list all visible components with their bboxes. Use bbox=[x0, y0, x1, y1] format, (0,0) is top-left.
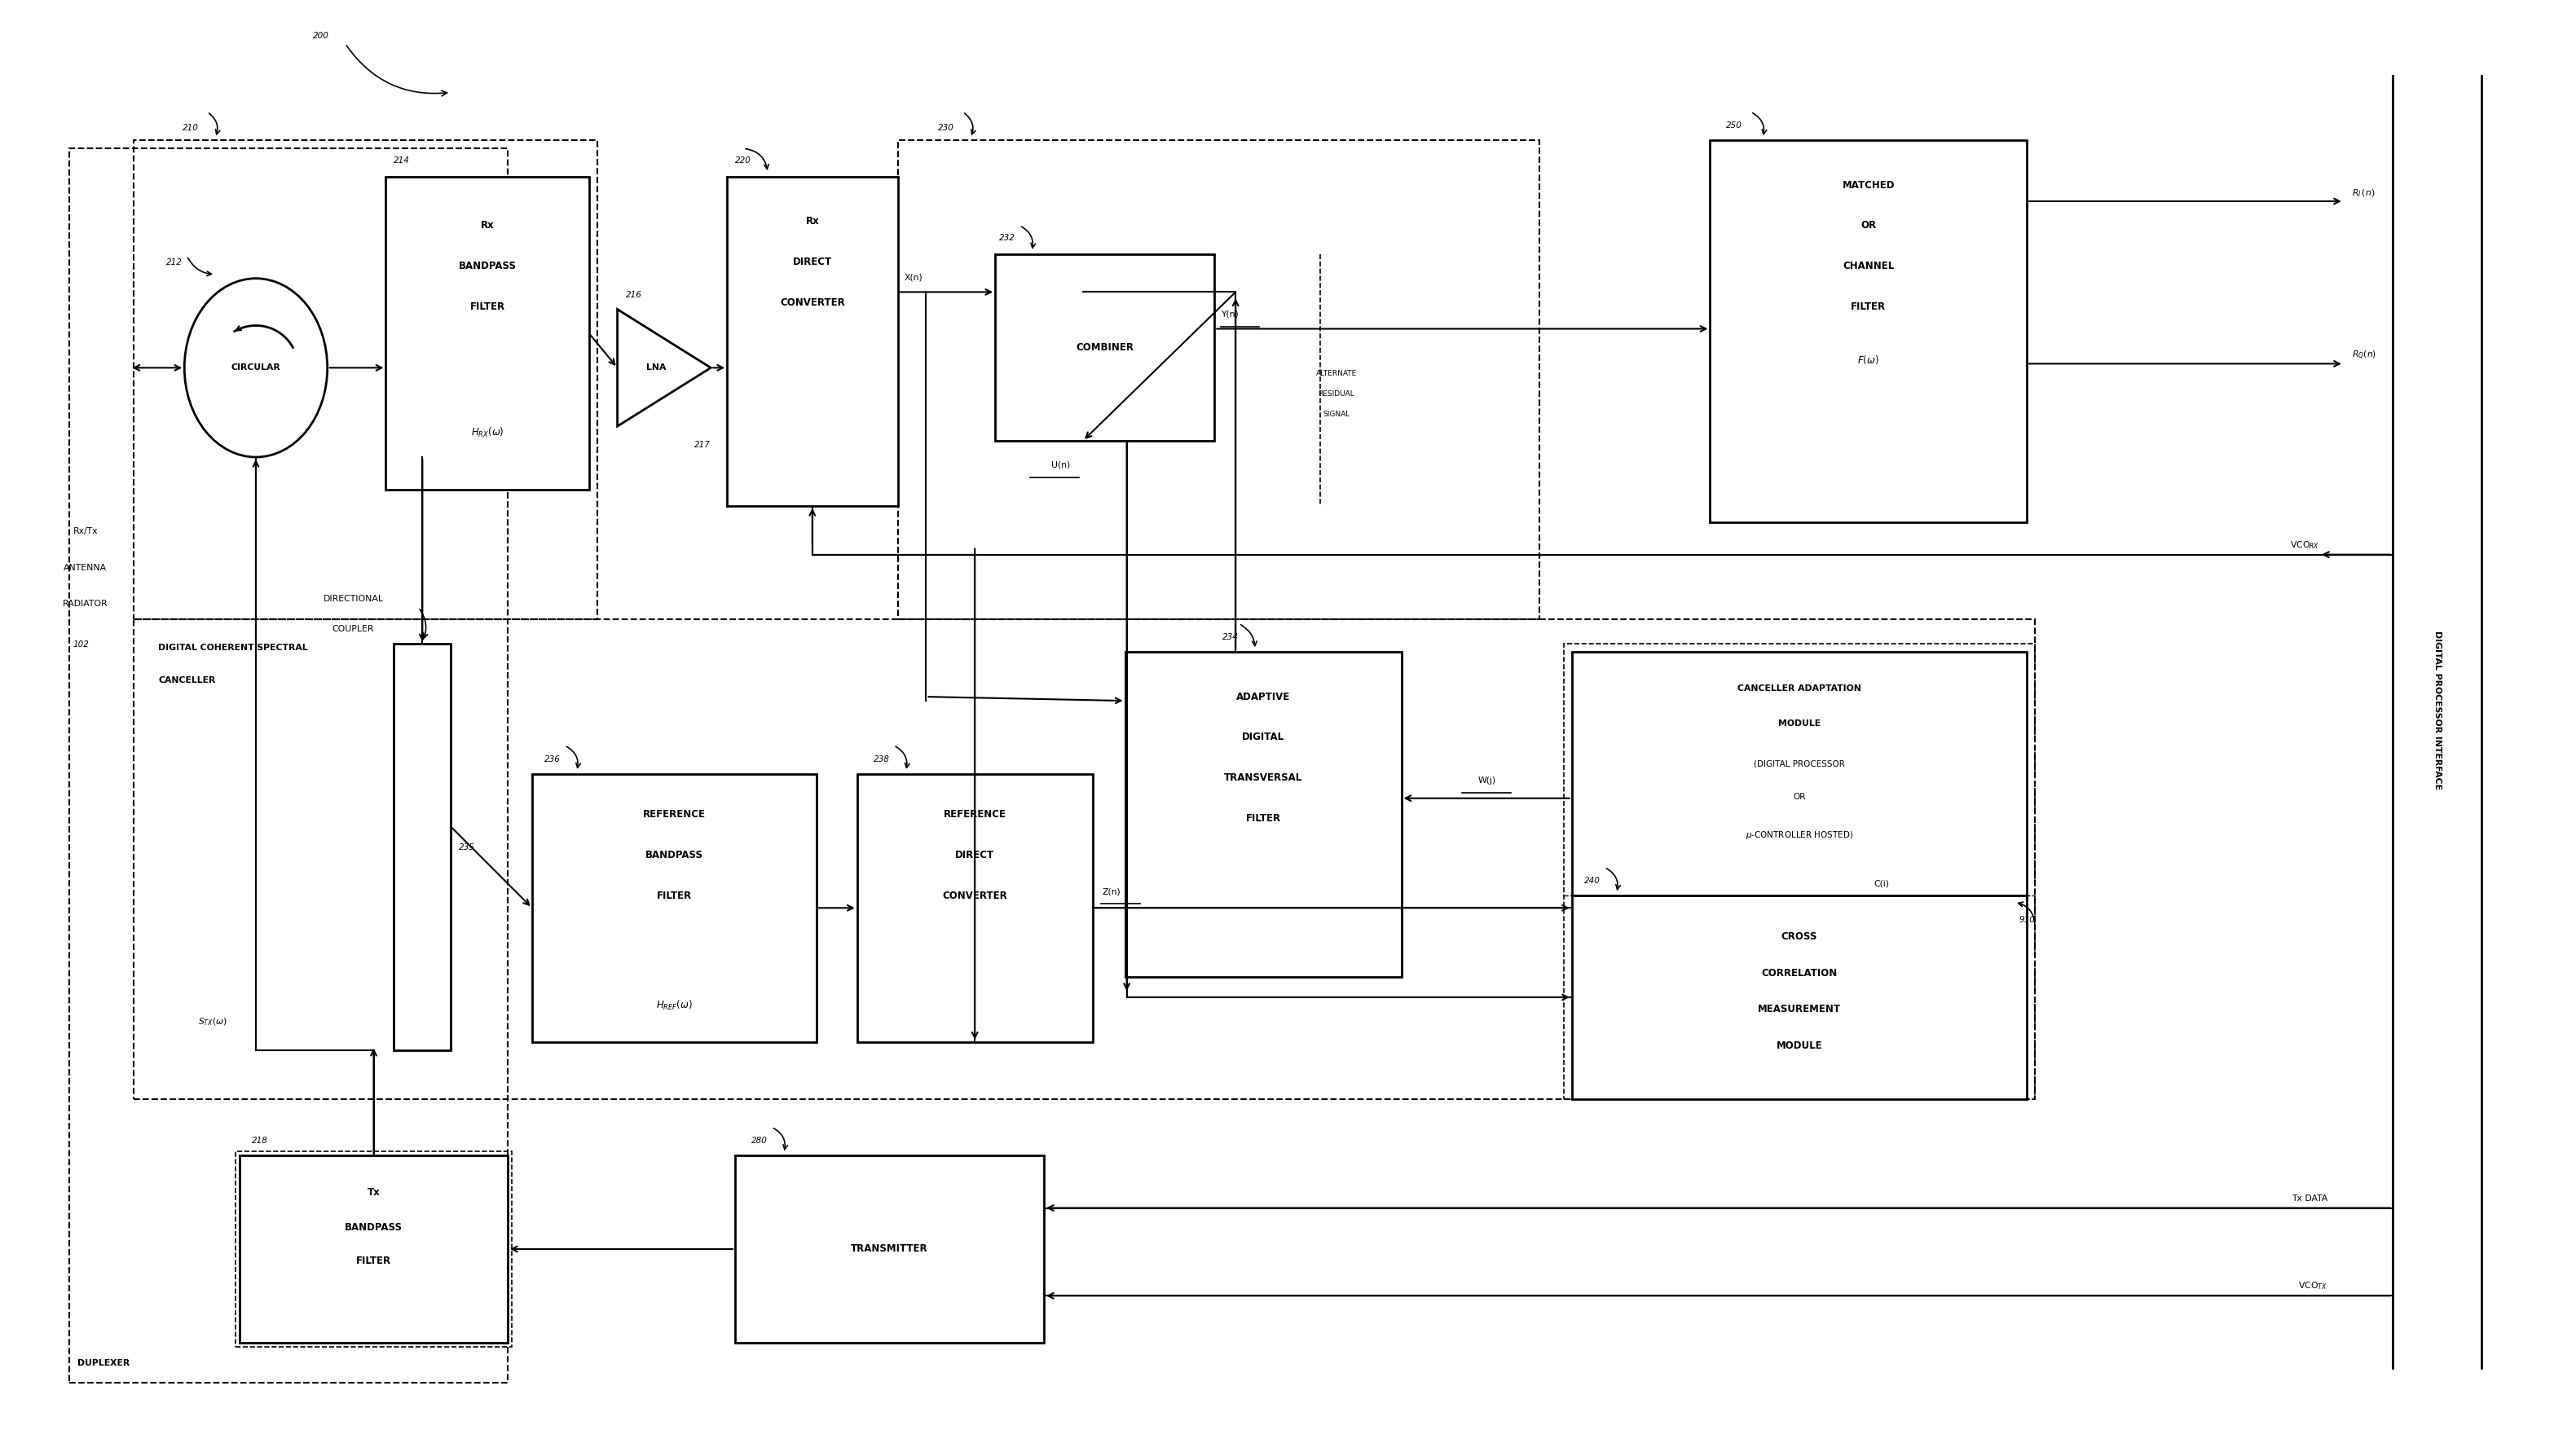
Text: U(n): U(n) bbox=[1051, 462, 1072, 469]
Text: FILTER: FILTER bbox=[469, 302, 505, 312]
Text: CONVERTER: CONVERTER bbox=[781, 297, 845, 309]
Text: 217: 217 bbox=[696, 442, 711, 449]
Text: OR: OR bbox=[1793, 792, 1806, 801]
Text: MEASUREMENT: MEASUREMENT bbox=[1757, 1004, 1842, 1014]
Text: $\mu$-CONTROLLER HOSTED): $\mu$-CONTROLLER HOSTED) bbox=[1747, 830, 1852, 840]
Text: MODULE: MODULE bbox=[1777, 1040, 1821, 1052]
Text: REFERENCE: REFERENCE bbox=[644, 810, 706, 820]
Text: CROSS: CROSS bbox=[1783, 931, 1819, 942]
Text: TRANSVERSAL: TRANSVERSAL bbox=[1224, 772, 1303, 784]
Text: Rx: Rx bbox=[482, 221, 495, 231]
Text: CHANNEL: CHANNEL bbox=[1842, 261, 1893, 271]
Text: (DIGITAL PROCESSOR: (DIGITAL PROCESSOR bbox=[1754, 760, 1844, 768]
Text: 280: 280 bbox=[752, 1137, 768, 1146]
Text: Z(n): Z(n) bbox=[1103, 887, 1121, 896]
Text: FILTER: FILTER bbox=[1247, 814, 1280, 824]
Text: FILTER: FILTER bbox=[657, 890, 693, 900]
Text: BANDPASS: BANDPASS bbox=[345, 1222, 402, 1232]
Text: BANDPASS: BANDPASS bbox=[647, 850, 703, 860]
Text: $R_I\,(n)$: $R_I\,(n)$ bbox=[2352, 188, 2375, 199]
FancyBboxPatch shape bbox=[386, 177, 590, 489]
Text: C(i): C(i) bbox=[1875, 879, 1891, 887]
Text: MATCHED: MATCHED bbox=[1842, 180, 1896, 190]
Text: 238: 238 bbox=[873, 755, 889, 763]
Text: 220: 220 bbox=[734, 157, 752, 165]
Text: SIGNAL: SIGNAL bbox=[1324, 411, 1350, 418]
FancyBboxPatch shape bbox=[1571, 896, 2027, 1098]
Text: 212: 212 bbox=[167, 258, 183, 267]
Text: TRANSMITTER: TRANSMITTER bbox=[850, 1244, 927, 1254]
Text: VCO$_{TX}$: VCO$_{TX}$ bbox=[2298, 1280, 2329, 1291]
Text: $R_Q(n)$: $R_Q(n)$ bbox=[2352, 349, 2378, 362]
Text: DIRECT: DIRECT bbox=[793, 257, 832, 267]
Text: Tx DATA: Tx DATA bbox=[2293, 1195, 2329, 1202]
FancyBboxPatch shape bbox=[240, 1156, 507, 1342]
Text: CIRCULAR: CIRCULAR bbox=[232, 364, 281, 372]
FancyBboxPatch shape bbox=[1710, 140, 2027, 522]
Text: 232: 232 bbox=[999, 234, 1015, 242]
Text: OR: OR bbox=[1860, 221, 1875, 231]
Text: 235: 235 bbox=[459, 843, 474, 851]
Text: VCO$_{RX}$: VCO$_{RX}$ bbox=[2290, 540, 2318, 550]
Text: 234: 234 bbox=[1224, 633, 1239, 642]
Text: W(j): W(j) bbox=[1479, 776, 1497, 785]
Text: MODULE: MODULE bbox=[1777, 720, 1821, 727]
Text: 210: 210 bbox=[183, 124, 198, 133]
Text: REFERENCE: REFERENCE bbox=[943, 810, 1007, 820]
Text: FILTER: FILTER bbox=[1852, 302, 1886, 312]
Text: DIRECTIONAL: DIRECTIONAL bbox=[322, 595, 384, 603]
Text: DIGITAL: DIGITAL bbox=[1242, 732, 1285, 743]
Text: CANCELLER ADAPTATION: CANCELLER ADAPTATION bbox=[1736, 684, 1862, 693]
Text: $H_{REF}(\omega)$: $H_{REF}(\omega)$ bbox=[657, 999, 693, 1012]
Text: CANCELLER: CANCELLER bbox=[157, 677, 216, 684]
Text: $F(\omega)$: $F(\omega)$ bbox=[1857, 354, 1880, 365]
Text: 216: 216 bbox=[626, 290, 641, 299]
Ellipse shape bbox=[185, 278, 327, 457]
Text: ADAPTIVE: ADAPTIVE bbox=[1236, 691, 1291, 703]
Text: RESIDUAL: RESIDUAL bbox=[1319, 391, 1355, 398]
Text: ANTENNA: ANTENNA bbox=[64, 564, 108, 571]
Text: Rx/Tx: Rx/Tx bbox=[72, 527, 98, 535]
Text: CONVERTER: CONVERTER bbox=[943, 890, 1007, 900]
Text: COMBINER: COMBINER bbox=[1077, 342, 1133, 352]
FancyBboxPatch shape bbox=[394, 644, 451, 1051]
Text: Y(n): Y(n) bbox=[1221, 310, 1239, 319]
Text: DIGITAL COHERENT SPECTRAL: DIGITAL COHERENT SPECTRAL bbox=[157, 644, 309, 652]
FancyBboxPatch shape bbox=[533, 773, 817, 1042]
Text: 250: 250 bbox=[1726, 121, 1741, 130]
Text: Rx: Rx bbox=[806, 216, 819, 227]
Text: 240: 240 bbox=[1584, 877, 1600, 885]
Text: 200: 200 bbox=[312, 32, 330, 39]
Text: BANDPASS: BANDPASS bbox=[459, 261, 515, 271]
Text: 218: 218 bbox=[252, 1137, 268, 1146]
Text: COUPLER: COUPLER bbox=[332, 625, 374, 633]
Text: 236: 236 bbox=[544, 755, 562, 763]
FancyBboxPatch shape bbox=[734, 1156, 1043, 1342]
Text: FILTER: FILTER bbox=[355, 1255, 392, 1267]
Text: 230: 230 bbox=[938, 124, 956, 133]
Text: DIGITAL PROCESSOR INTERFACE: DIGITAL PROCESSOR INTERFACE bbox=[2432, 631, 2442, 789]
Text: 910: 910 bbox=[2020, 916, 2035, 924]
Text: Tx: Tx bbox=[368, 1188, 381, 1198]
Text: ALTERNATE: ALTERNATE bbox=[1316, 371, 1358, 378]
FancyBboxPatch shape bbox=[994, 254, 1213, 442]
Polygon shape bbox=[618, 309, 711, 426]
Text: DUPLEXER: DUPLEXER bbox=[77, 1359, 129, 1367]
Text: DIRECT: DIRECT bbox=[956, 850, 994, 860]
Text: RADIATOR: RADIATOR bbox=[62, 600, 108, 608]
Text: CORRELATION: CORRELATION bbox=[1762, 968, 1837, 978]
Text: $S_{TX}(\omega)$: $S_{TX}(\omega)$ bbox=[198, 1016, 227, 1027]
FancyBboxPatch shape bbox=[726, 177, 896, 506]
FancyBboxPatch shape bbox=[1126, 652, 1401, 977]
Text: X(n): X(n) bbox=[904, 273, 922, 281]
FancyBboxPatch shape bbox=[858, 773, 1092, 1042]
Text: 102: 102 bbox=[72, 641, 90, 649]
FancyBboxPatch shape bbox=[1571, 652, 2027, 896]
Text: LNA: LNA bbox=[647, 364, 667, 372]
Text: 214: 214 bbox=[394, 157, 410, 165]
Text: $H_{RX}(\omega)$: $H_{RX}(\omega)$ bbox=[471, 426, 505, 439]
